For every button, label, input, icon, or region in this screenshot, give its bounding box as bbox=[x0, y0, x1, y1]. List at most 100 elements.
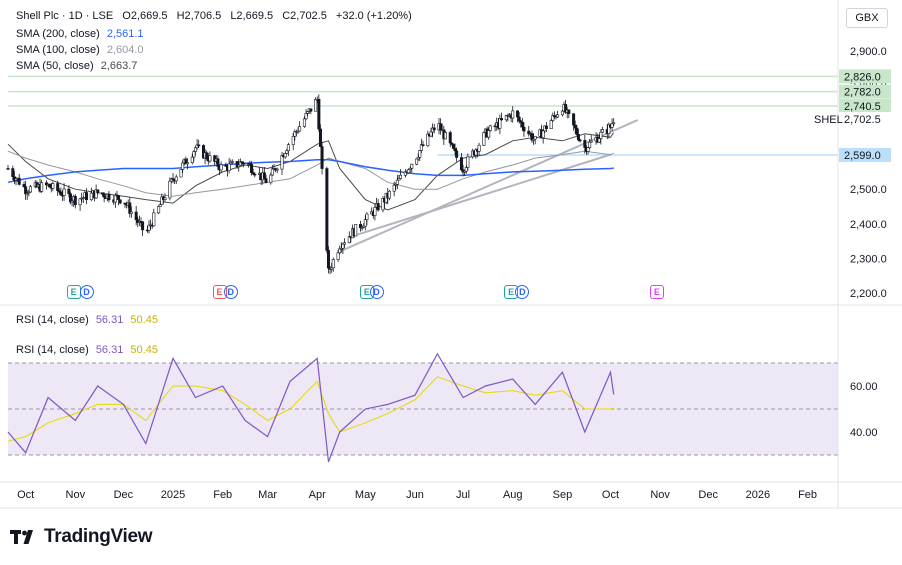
candle-up-body bbox=[482, 132, 486, 146]
dividend-marker-icon[interactable]: D bbox=[369, 285, 384, 299]
candle-down-body bbox=[432, 127, 436, 131]
candle-up-body bbox=[302, 118, 306, 127]
candle-down-body bbox=[242, 162, 246, 165]
candle bbox=[240, 160, 244, 166]
candle-down-body bbox=[201, 145, 205, 159]
candle-down-body bbox=[520, 121, 524, 128]
candle-down-body bbox=[253, 173, 257, 176]
candle bbox=[107, 191, 111, 203]
candle-up-body bbox=[219, 164, 223, 171]
candle-up-body bbox=[551, 115, 555, 121]
candle bbox=[487, 126, 491, 140]
candle-down-body bbox=[318, 128, 322, 147]
candle-down-body bbox=[516, 110, 520, 118]
candle-up-body bbox=[283, 153, 287, 158]
candle bbox=[459, 152, 463, 171]
candle bbox=[326, 246, 330, 274]
dividend-marker-icon[interactable]: D bbox=[79, 285, 94, 299]
candle-down-body bbox=[123, 202, 127, 205]
candle bbox=[362, 223, 366, 228]
candle bbox=[264, 174, 268, 184]
time-tick-label: Feb bbox=[213, 489, 232, 501]
candle bbox=[410, 163, 414, 173]
candle bbox=[118, 199, 122, 205]
price-badge-label: 2,740.5 bbox=[844, 101, 881, 113]
candle bbox=[11, 165, 15, 180]
ohlc-open: O2,669.5 bbox=[122, 10, 168, 22]
candle-up-body bbox=[190, 156, 194, 163]
candle bbox=[216, 155, 220, 171]
candle bbox=[67, 185, 71, 198]
legend-sma200-value: 2,561.1 bbox=[106, 28, 144, 40]
legend-sma100[interactable]: SMA (100, close) 2,604.0 bbox=[16, 44, 144, 56]
candle-down-body bbox=[17, 177, 21, 185]
candle-up-body bbox=[339, 247, 343, 250]
candle-up-body bbox=[556, 114, 560, 118]
price-badge: 2,740.5 bbox=[839, 98, 891, 113]
legend-sma50[interactable]: SMA (50, close) 2,663.7 bbox=[16, 60, 137, 72]
candle bbox=[448, 130, 452, 148]
price-badge: 2,826.0 bbox=[839, 69, 891, 84]
ohlc-low: L2,669.5 bbox=[230, 10, 274, 22]
candle bbox=[192, 150, 196, 162]
candle bbox=[81, 196, 85, 204]
candle bbox=[511, 106, 515, 123]
candle-down-body bbox=[317, 98, 321, 130]
legend-rsi-top[interactable]: RSI (14, close) 56.31 50.45 bbox=[16, 314, 158, 326]
price-tick-label: 2,200.0 bbox=[850, 288, 887, 300]
candle-up-body bbox=[419, 144, 423, 151]
candle-down-body bbox=[573, 124, 577, 129]
candle-up-body bbox=[174, 176, 178, 182]
sma50-line bbox=[7, 132, 615, 211]
candle-up-body bbox=[362, 225, 366, 228]
candle bbox=[395, 174, 399, 189]
candle-up-body bbox=[27, 191, 31, 194]
candle bbox=[68, 191, 72, 205]
candle bbox=[453, 143, 457, 156]
candle bbox=[123, 202, 127, 208]
candle-up-body bbox=[338, 248, 342, 254]
currency-button[interactable]: GBX bbox=[846, 8, 888, 28]
candle bbox=[354, 223, 358, 237]
candle bbox=[419, 138, 423, 154]
earnings-marker-icon[interactable]: E bbox=[66, 285, 81, 299]
time-tick-label: Oct bbox=[17, 489, 34, 501]
price-badge-bg bbox=[839, 98, 891, 113]
candle bbox=[488, 124, 492, 132]
candle bbox=[517, 112, 521, 124]
legend-sma200[interactable]: SMA (200, close) 2,561.1 bbox=[16, 28, 144, 40]
candle bbox=[235, 161, 239, 169]
candle bbox=[415, 158, 419, 166]
candle bbox=[421, 140, 425, 147]
candle-down-body bbox=[24, 186, 28, 195]
candle-down-body bbox=[6, 168, 10, 170]
time-tick-label: Aug bbox=[503, 489, 523, 501]
earnings-marker-icon[interactable]: E bbox=[649, 285, 664, 299]
legend-rsi-pane-ma: 50.45 bbox=[130, 344, 158, 356]
candle bbox=[113, 192, 117, 208]
candle bbox=[532, 133, 536, 145]
candle bbox=[285, 148, 289, 155]
candle-up-body bbox=[488, 125, 492, 131]
candle bbox=[56, 180, 60, 196]
symbol-tag: SHEL bbox=[814, 114, 843, 126]
dividend-marker-icon[interactable]: D bbox=[515, 285, 530, 299]
candle bbox=[373, 203, 377, 221]
candle bbox=[575, 124, 579, 136]
candle-up-body bbox=[306, 111, 310, 114]
dividend-marker-icon[interactable]: D bbox=[223, 285, 238, 299]
candle bbox=[572, 113, 576, 131]
candle bbox=[208, 151, 212, 163]
candle bbox=[541, 129, 545, 144]
legend-rsi-pane[interactable]: RSI (14, close) 56.31 50.45 bbox=[16, 344, 158, 356]
candle-up-body bbox=[185, 162, 189, 165]
price-tick-label: 2,300.0 bbox=[850, 253, 887, 265]
candle-up-body bbox=[418, 150, 422, 158]
candle bbox=[6, 164, 10, 170]
candle-down-body bbox=[519, 120, 523, 123]
candle-up-body bbox=[599, 131, 603, 139]
candle bbox=[117, 195, 121, 206]
candle bbox=[57, 187, 61, 194]
price-badge-bg bbox=[839, 147, 891, 162]
